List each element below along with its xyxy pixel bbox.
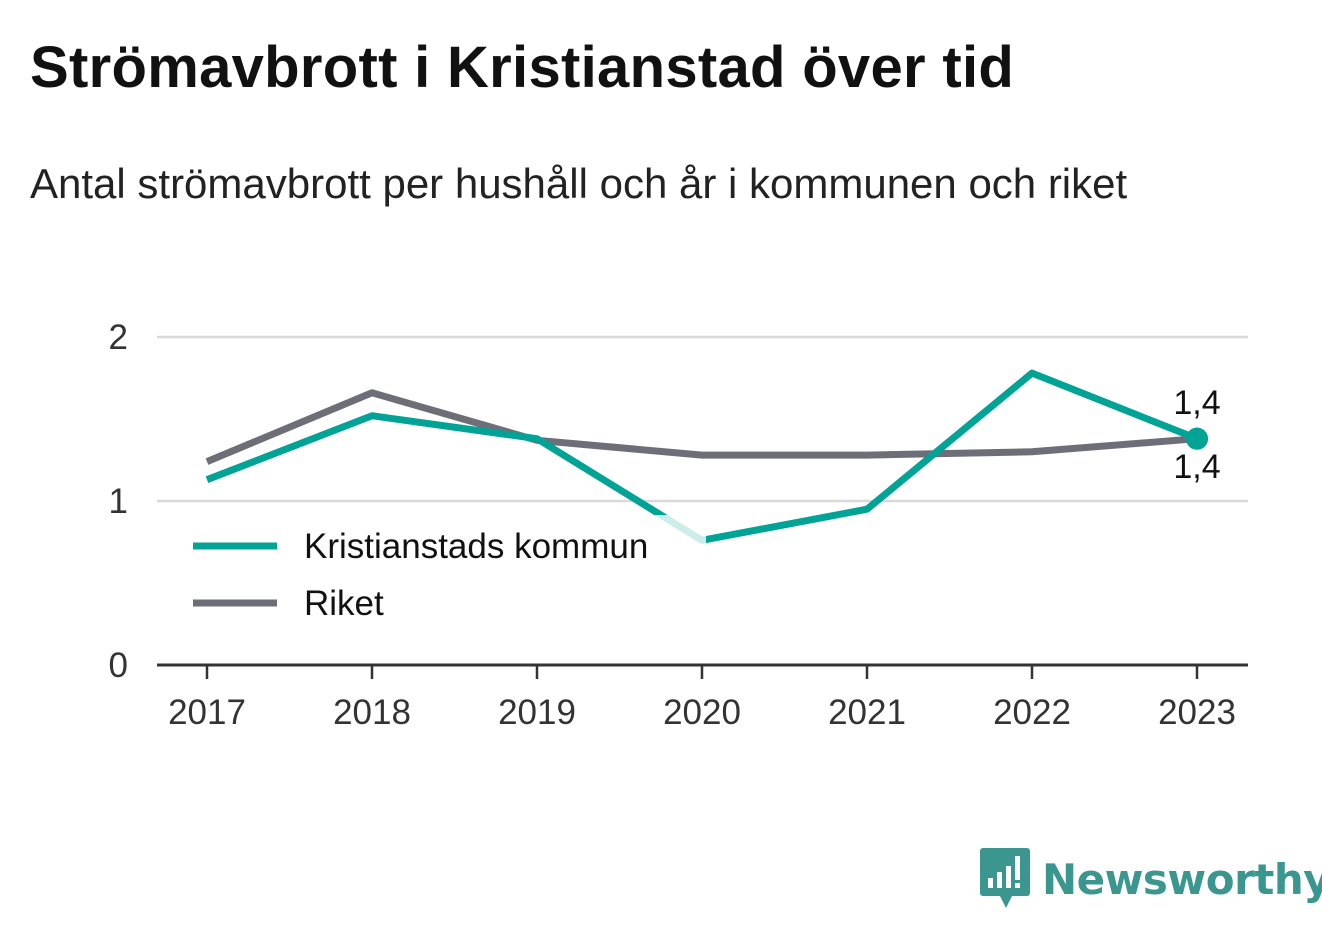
- end-label-riket: 1,4: [1173, 448, 1220, 486]
- x-tick-label: 2023: [1158, 693, 1236, 732]
- line-chart: 0 1 2 2017 2018 2019 2020 2021 2022 2023 1,4 1,4 Kri…: [109, 318, 1248, 732]
- x-tick-label: 2021: [828, 693, 906, 732]
- brand-name: Newsworthy: [1042, 854, 1322, 904]
- bar-chart-speech-bubble-icon: [980, 848, 1030, 908]
- legend-background: [180, 515, 706, 630]
- x-tick-label: 2022: [993, 693, 1071, 732]
- x-tick-label: 2018: [333, 693, 411, 732]
- chart-subtitle: Antal strömavbrott per hushåll och år i …: [30, 160, 1128, 207]
- series-line-riket: [205, 389, 1198, 465]
- end-marker-kristianstad: [1186, 427, 1208, 450]
- end-label-kristianstad: 1,4: [1173, 384, 1220, 422]
- x-tick-label: 2019: [498, 693, 576, 732]
- brand-logo: Newsworthy: [980, 848, 1322, 910]
- legend-label-kristianstad: Kristianstads kommun: [304, 527, 648, 566]
- chart-title: Strömavbrott i Kristianstad över tid: [30, 35, 1015, 100]
- y-tick-label: 2: [109, 318, 128, 357]
- legend-label-riket: Riket: [304, 584, 384, 623]
- x-tick-label: 2017: [168, 693, 246, 732]
- y-tick-label: 1: [109, 482, 128, 521]
- y-tick-label: 0: [109, 646, 128, 685]
- x-tick-label: 2020: [663, 693, 741, 732]
